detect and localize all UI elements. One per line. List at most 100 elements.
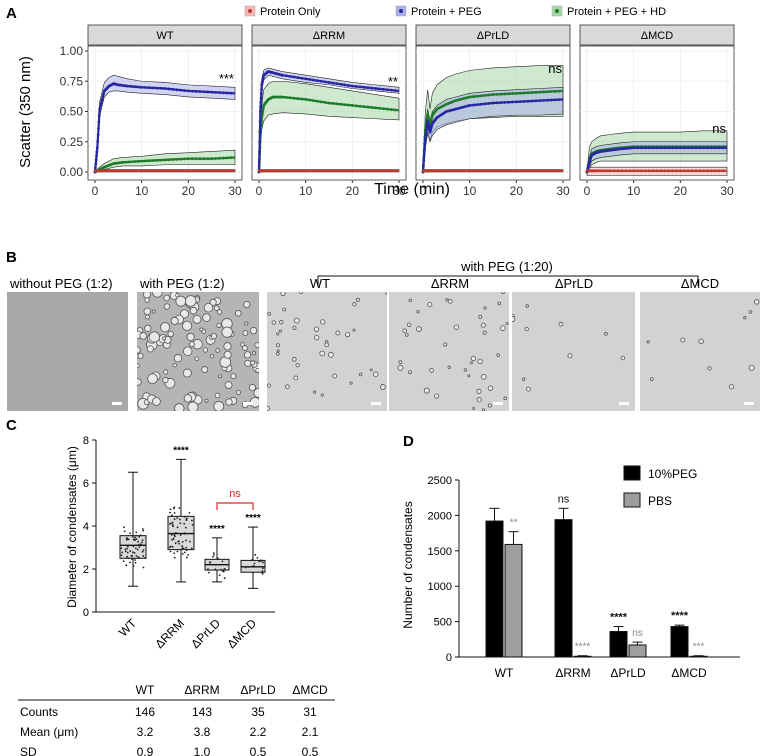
series-point — [374, 87, 378, 90]
series-point — [296, 169, 300, 173]
series-point — [319, 79, 323, 83]
micrograph-image — [512, 292, 635, 411]
series-point — [514, 169, 518, 173]
data-point — [171, 523, 174, 526]
series-point — [675, 146, 678, 150]
facet-strip — [87, 24, 243, 46]
data-point — [139, 543, 142, 546]
micrograph-label: ΔRRM — [431, 276, 469, 291]
y-tick-label: 6 — [83, 478, 89, 490]
table-cell: 1.0 — [194, 745, 211, 756]
data-point — [190, 547, 193, 550]
series-point — [194, 89, 198, 93]
series-point — [214, 157, 217, 160]
data-point — [182, 547, 185, 550]
data-point — [142, 529, 145, 532]
series-point — [120, 169, 124, 173]
droplet — [187, 401, 199, 411]
significance-label: **** — [671, 610, 689, 622]
series-point — [144, 159, 147, 163]
data-point — [175, 531, 177, 534]
series-point — [175, 88, 179, 92]
series-point — [354, 169, 358, 173]
data-point — [172, 537, 175, 540]
data-point — [123, 530, 126, 533]
droplet — [416, 310, 420, 314]
series-point — [671, 146, 674, 150]
data-point — [254, 553, 257, 556]
series-point — [221, 169, 225, 173]
series-point — [94, 162, 98, 166]
data-point — [183, 522, 186, 525]
facet-0: WT 0 10 20 30 *** — [87, 24, 243, 198]
series-point — [487, 169, 491, 173]
data-point — [142, 555, 145, 557]
significance-label: ** — [510, 518, 518, 529]
droplet — [358, 372, 363, 377]
droplet — [145, 314, 150, 320]
series-point — [437, 169, 441, 173]
droplet — [160, 322, 171, 333]
series-point — [315, 99, 319, 103]
series-point — [266, 169, 270, 173]
droplets — [267, 292, 387, 411]
y-tick-label: 0.00 — [60, 165, 84, 179]
series-point — [350, 84, 354, 88]
data-point — [141, 541, 143, 544]
droplet — [213, 400, 225, 411]
droplet — [447, 365, 451, 369]
data-point — [187, 554, 190, 556]
facet-strip — [251, 24, 407, 46]
bar-10peg — [670, 626, 689, 658]
series-point — [647, 146, 651, 150]
series-point — [643, 169, 647, 173]
droplet — [179, 309, 189, 319]
series-point — [258, 150, 261, 154]
data-point — [129, 550, 132, 552]
facet-title: ΔRRM — [313, 30, 345, 42]
data-point — [125, 564, 128, 567]
series-point — [612, 169, 616, 173]
series-point — [159, 158, 163, 162]
droplet — [240, 342, 245, 347]
series-point — [546, 90, 549, 94]
droplet — [332, 373, 338, 379]
data-point — [176, 526, 179, 529]
series-point — [183, 157, 186, 161]
x-category-label: WT — [116, 616, 140, 640]
series-point — [354, 104, 358, 108]
series-point — [312, 78, 315, 82]
bracket-label: ns — [229, 488, 241, 500]
box-3: **** ΔMCD — [224, 513, 266, 651]
droplet — [223, 342, 232, 351]
micrograph-label: without PEG (1:2) — [9, 276, 113, 291]
droplet — [163, 369, 169, 375]
droplet — [242, 345, 248, 351]
droplet — [620, 355, 626, 361]
box-0: WT — [116, 471, 147, 640]
panel-label-d: D — [403, 433, 414, 450]
data-point — [181, 540, 184, 543]
series-point — [198, 169, 202, 173]
series-point — [258, 140, 262, 144]
x-tick-label: 0 — [420, 184, 427, 198]
series-point — [667, 146, 671, 150]
series-point — [465, 104, 469, 108]
droplet — [482, 330, 487, 335]
series-point — [190, 157, 194, 161]
series-point — [327, 81, 331, 84]
series-point — [622, 147, 626, 151]
series-point — [514, 91, 518, 95]
data-point — [122, 560, 125, 563]
x-axis-label: Time (min) — [374, 181, 450, 198]
series-point — [259, 105, 263, 109]
data-point — [171, 545, 174, 548]
micrograph-panel: with PEG (1:20) without PEG (1:2) with PE… — [7, 259, 760, 411]
series-point — [202, 169, 206, 173]
x-tick-label: 10 — [463, 184, 477, 198]
series-point — [448, 169, 452, 173]
data-point — [261, 567, 264, 570]
series-point — [167, 158, 171, 162]
data-point — [209, 561, 212, 564]
droplet — [147, 373, 158, 384]
